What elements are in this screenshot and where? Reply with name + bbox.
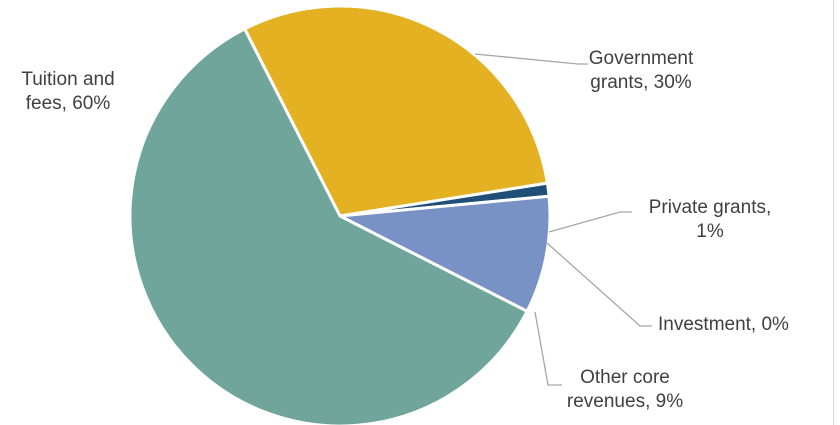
- pie-slice-government-grants: [243, 4, 549, 218]
- leader-lines: [474, 53, 652, 386]
- data-label-line: revenues, 9%: [567, 391, 683, 412]
- pie-slice-other-core-revenues: [338, 194, 552, 313]
- data-labels: Government grants, 30% Private grants, 1% In…: [21, 48, 789, 412]
- data-label-line: fees, 60%: [26, 93, 111, 114]
- data-label-government-grants: Government grants, 30%: [589, 48, 694, 93]
- leader-line-private-grants: [548, 211, 632, 233]
- data-label-line: Private grants,: [649, 197, 772, 218]
- data-label-line: Other core: [580, 367, 670, 388]
- data-label-investment: Investment, 0%: [658, 314, 789, 335]
- data-label-tuition-and-fees: Tuition and fees, 60%: [21, 69, 114, 114]
- leader-line-other-core-revenues: [534, 311, 562, 386]
- data-label-line: Government: [589, 48, 694, 69]
- leader-line-government-grants: [474, 53, 588, 65]
- data-label-private-grants: Private grants, 1%: [649, 197, 772, 242]
- data-label-line: grants, 30%: [590, 72, 691, 93]
- chart-frame-edge: [833, 0, 840, 425]
- data-label-line: Tuition and: [21, 69, 114, 90]
- data-label-line: 1%: [696, 221, 724, 242]
- data-label-other-core-revenues: Other core revenues, 9%: [567, 367, 683, 412]
- leader-line-investment: [546, 242, 652, 327]
- data-label-line: Investment, 0%: [658, 314, 789, 335]
- pie-slices: [128, 4, 552, 425]
- pie-slice-tuition-and-fees: [128, 27, 529, 425]
